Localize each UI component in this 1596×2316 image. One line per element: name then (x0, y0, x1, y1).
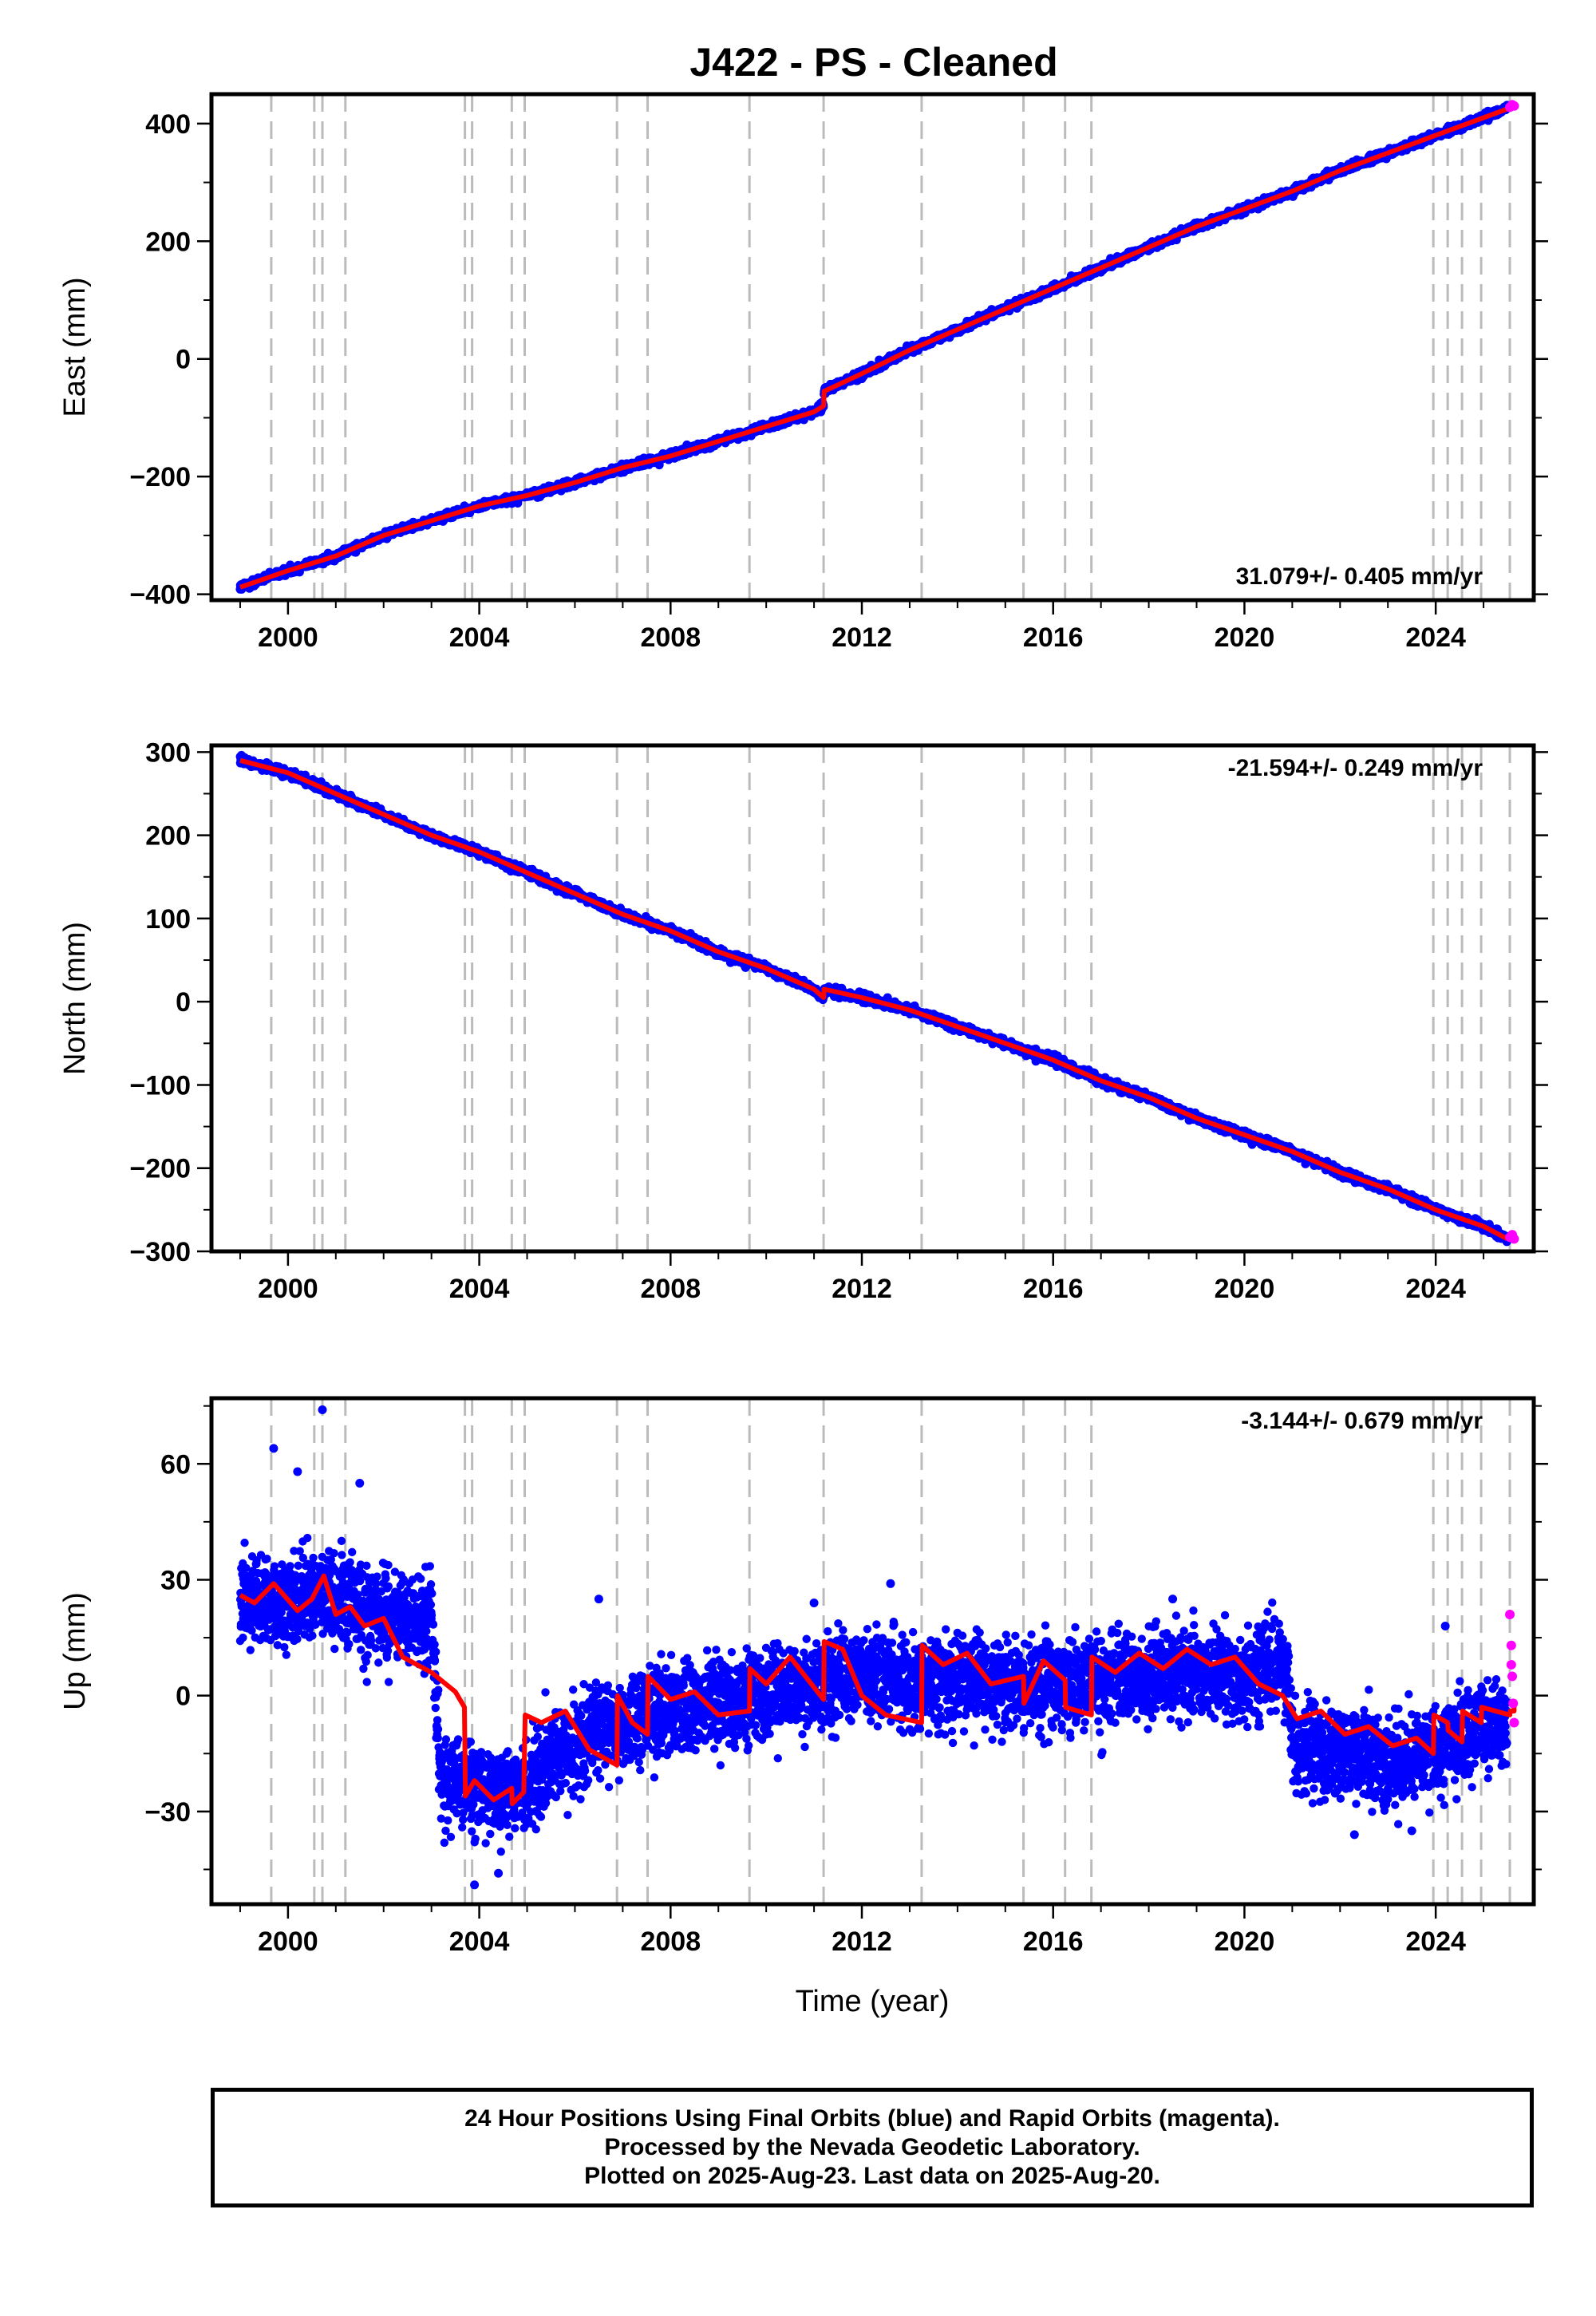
x-tick-label: 2012 (832, 622, 892, 653)
plot-frame (209, 92, 1536, 603)
y-tick-label: 0 (176, 345, 191, 375)
y-tick-label: −400 (129, 580, 191, 611)
y-axis-label: East (mm) (58, 277, 92, 417)
x-tick-label: 2016 (1023, 622, 1084, 653)
x-tick-label: 2008 (640, 622, 701, 653)
chart-title: J422 - PS - Cleaned (689, 40, 1057, 85)
rapid-orbits-points (1505, 100, 1519, 113)
event-lines (270, 745, 1511, 1251)
x-tick-label: 2024 (1405, 622, 1466, 653)
x-tick-label: 2004 (449, 622, 510, 653)
y-tick-label: 200 (145, 227, 191, 257)
x-tick-label: 2020 (1215, 622, 1275, 653)
y-tick-label: −200 (129, 462, 191, 492)
rate-label: 31.079+/- 0.405 mm/yr (1236, 563, 1483, 590)
model-polyline (239, 106, 1509, 590)
y-tick-label: 400 (145, 109, 191, 140)
rapid-point (1509, 101, 1519, 111)
model-line (239, 106, 1509, 590)
x-tick-label: 2000 (258, 622, 318, 653)
